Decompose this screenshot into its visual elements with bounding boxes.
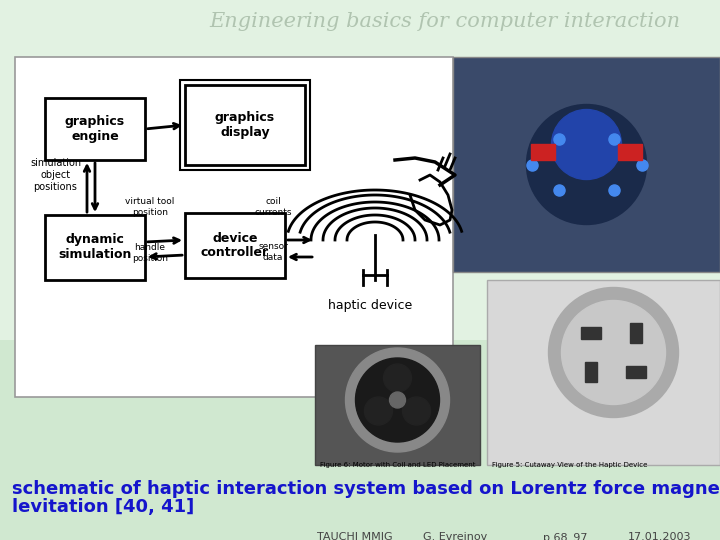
Text: coil
currents: coil currents	[254, 197, 292, 217]
Bar	[453, 57, 720, 272]
Text: virtual tool
position: virtual tool position	[125, 197, 175, 217]
Text: Figure 5: Cutaway View of the Haptic Device: Figure 5: Cutaway View of the Haptic Dev…	[492, 462, 647, 468]
Bar	[45, 98, 145, 160]
Circle shape	[384, 364, 412, 392]
Circle shape	[402, 397, 431, 425]
Text: sensor
data: sensor data	[258, 242, 288, 262]
Bar	[45, 215, 145, 280]
Bar	[0, 340, 720, 540]
Polygon shape	[585, 362, 597, 382]
Text: device
controller: device controller	[201, 232, 269, 260]
Text: simulation
object
positions: simulation object positions	[30, 158, 81, 192]
Circle shape	[364, 397, 392, 425]
Circle shape	[390, 392, 405, 408]
Text: dynamic
simulation: dynamic simulation	[58, 233, 132, 261]
Text: graphics
engine: graphics engine	[65, 115, 125, 143]
Text: graphics
display: graphics display	[215, 111, 275, 139]
Polygon shape	[630, 323, 642, 343]
Circle shape	[549, 287, 678, 417]
Circle shape	[526, 105, 647, 225]
Text: p 68_97: p 68_97	[543, 532, 588, 540]
Text: handle
position: handle position	[132, 244, 168, 262]
Circle shape	[346, 348, 449, 452]
Text: haptic device: haptic device	[328, 299, 412, 312]
Text: 17.01.2003: 17.01.2003	[629, 532, 692, 540]
Polygon shape	[581, 327, 601, 339]
Bar	[185, 213, 285, 278]
Bar	[185, 85, 305, 165]
Text: schematic of haptic interaction system based on Lorentz force magnetic: schematic of haptic interaction system b…	[12, 480, 720, 498]
Bar	[618, 144, 642, 160]
Bar	[15, 57, 453, 397]
Polygon shape	[626, 366, 646, 379]
Bar	[487, 280, 720, 465]
Text: Engineering basics for computer interaction: Engineering basics for computer interact…	[209, 12, 680, 31]
Text: levitation [40, 41]: levitation [40, 41]	[12, 498, 194, 516]
Text: TAUCHI MMIG: TAUCHI MMIG	[318, 532, 393, 540]
Circle shape	[356, 358, 439, 442]
Text: Figure 6: Motor with Coil and LED Placement: Figure 6: Motor with Coil and LED Placem…	[320, 462, 475, 468]
Bar	[180, 80, 310, 170]
Circle shape	[562, 300, 665, 404]
Bar	[531, 144, 555, 160]
Bar	[315, 345, 480, 465]
Text: G. Evreinov: G. Evreinov	[423, 532, 487, 540]
Circle shape	[552, 110, 621, 179]
